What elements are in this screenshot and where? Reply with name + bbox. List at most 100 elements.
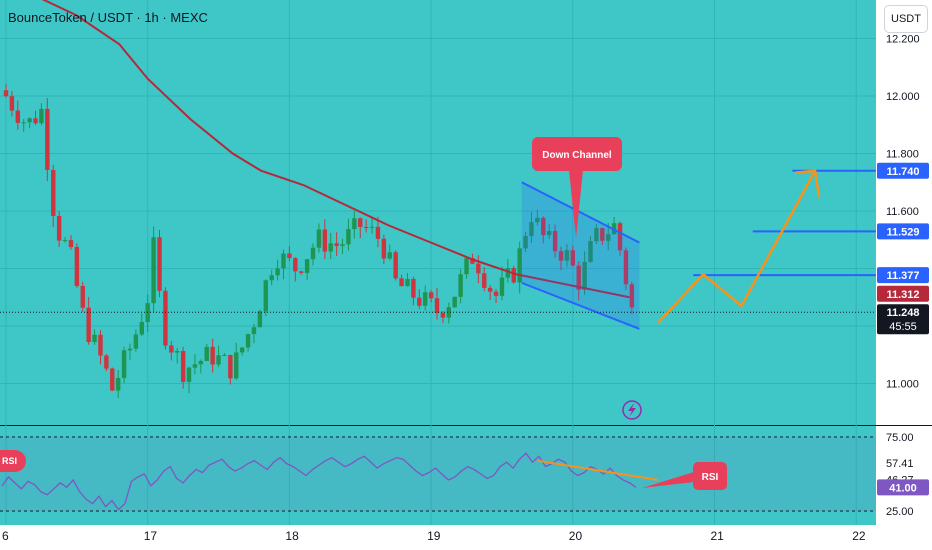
- price-label: 11.312: [886, 289, 919, 301]
- candle-body: [157, 237, 162, 291]
- candle-body: [210, 346, 215, 365]
- candle-body: [3, 90, 9, 97]
- candle-body: [517, 248, 522, 283]
- chart-title: BounceToken / USDT · 1h · MEXC: [8, 10, 208, 25]
- channel-upper-line: [521, 181, 640, 244]
- x-tick-label: 19: [427, 529, 441, 543]
- candle-body: [92, 334, 97, 342]
- x-tick-label: 21: [711, 529, 725, 543]
- down-channel-pointer: [569, 170, 583, 238]
- candle-body: [169, 345, 174, 353]
- candle-body: [234, 352, 239, 379]
- candle-body: [204, 346, 209, 361]
- lightning-icon-glyph: [628, 403, 636, 417]
- candle-body: [39, 108, 44, 124]
- candle-body: [434, 298, 440, 313]
- projection-path: [656, 170, 817, 324]
- candle-body: [387, 252, 392, 259]
- candle-body: [257, 311, 263, 328]
- price-label: 11.248: [886, 307, 919, 319]
- rsi-tick-label: 75.00: [886, 432, 914, 444]
- candle-body: [151, 237, 156, 304]
- x-tick-label: 22: [852, 529, 866, 543]
- candle-body: [582, 261, 587, 290]
- x-tick-label: 17: [144, 529, 158, 543]
- projection-arrowhead: [794, 169, 821, 198]
- candle-body: [346, 229, 351, 245]
- price-label-box: [877, 285, 929, 302]
- candle-body: [511, 268, 516, 283]
- candle-body: [393, 252, 398, 279]
- candle-body: [287, 253, 292, 259]
- candle-body: [175, 351, 180, 353]
- rsi-value-box: [877, 479, 929, 496]
- candle-body: [281, 253, 286, 269]
- rsi-value-label: 41.00: [889, 482, 917, 494]
- moving-average-line: [41, 0, 630, 299]
- candle-body: [45, 108, 50, 170]
- rsi-band-fill: [0, 437, 876, 511]
- y-tick-label: 11.000: [886, 379, 919, 391]
- candle-body: [192, 364, 198, 368]
- x-tick-label: 18: [285, 529, 299, 543]
- candle-body: [127, 348, 133, 351]
- rsi-pane-background: [0, 425, 876, 525]
- candle-body: [328, 243, 333, 252]
- candle-body: [163, 290, 168, 346]
- candle-body: [51, 169, 56, 217]
- candle-body: [68, 240, 74, 248]
- candle-body: [399, 278, 404, 287]
- price-axis-background: [876, 0, 932, 525]
- candle-body: [482, 273, 487, 288]
- rsi-tick-label: 25.00: [886, 506, 914, 518]
- down-channel-callout: [532, 137, 622, 171]
- candle-body: [62, 240, 68, 242]
- candle-body: [493, 291, 499, 296]
- down-channel-label: Down Channel: [542, 150, 612, 161]
- candle-body: [600, 228, 605, 241]
- candle-body: [458, 274, 463, 297]
- candle-body: [74, 247, 80, 286]
- rsi-callout: [693, 462, 727, 490]
- candle-body: [523, 235, 528, 249]
- candle-body: [216, 355, 221, 365]
- candle-body: [363, 226, 369, 228]
- countdown-label: 45:55: [889, 321, 917, 333]
- y-tick-label: 11.800: [886, 149, 919, 161]
- candle-body: [293, 258, 298, 272]
- candle-body: [104, 355, 109, 369]
- candle-body: [558, 251, 564, 261]
- candle-body: [529, 222, 534, 236]
- candle-body: [9, 96, 15, 111]
- candle-body: [33, 118, 38, 124]
- candle-body: [588, 241, 593, 262]
- candle-body: [245, 334, 251, 348]
- candle-body: [222, 354, 227, 356]
- candle-body: [86, 307, 91, 342]
- candle-body: [411, 278, 416, 298]
- rsi-tick-label: 57.41: [886, 458, 914, 470]
- candle-body: [15, 110, 21, 123]
- candle-body: [352, 218, 357, 230]
- candle-body: [546, 230, 552, 236]
- candle-body: [440, 312, 446, 318]
- candle-body: [98, 334, 103, 356]
- candle-body: [446, 307, 452, 318]
- candle-body: [198, 360, 204, 365]
- time-axis-background: [0, 525, 932, 550]
- price-label: 11.377: [886, 270, 919, 282]
- candle-body: [186, 367, 192, 382]
- price-label-box: [877, 304, 929, 335]
- candle-body: [570, 250, 575, 266]
- candle-body: [505, 268, 511, 278]
- candle-body: [27, 118, 32, 123]
- candle-body: [499, 277, 505, 296]
- candle-body: [623, 250, 629, 285]
- candle-body: [606, 234, 611, 241]
- price-label: 11.740: [886, 166, 919, 178]
- currency-button[interactable]: USDT: [884, 5, 928, 33]
- rsi-line: [1, 452, 637, 511]
- candle-body: [541, 217, 546, 236]
